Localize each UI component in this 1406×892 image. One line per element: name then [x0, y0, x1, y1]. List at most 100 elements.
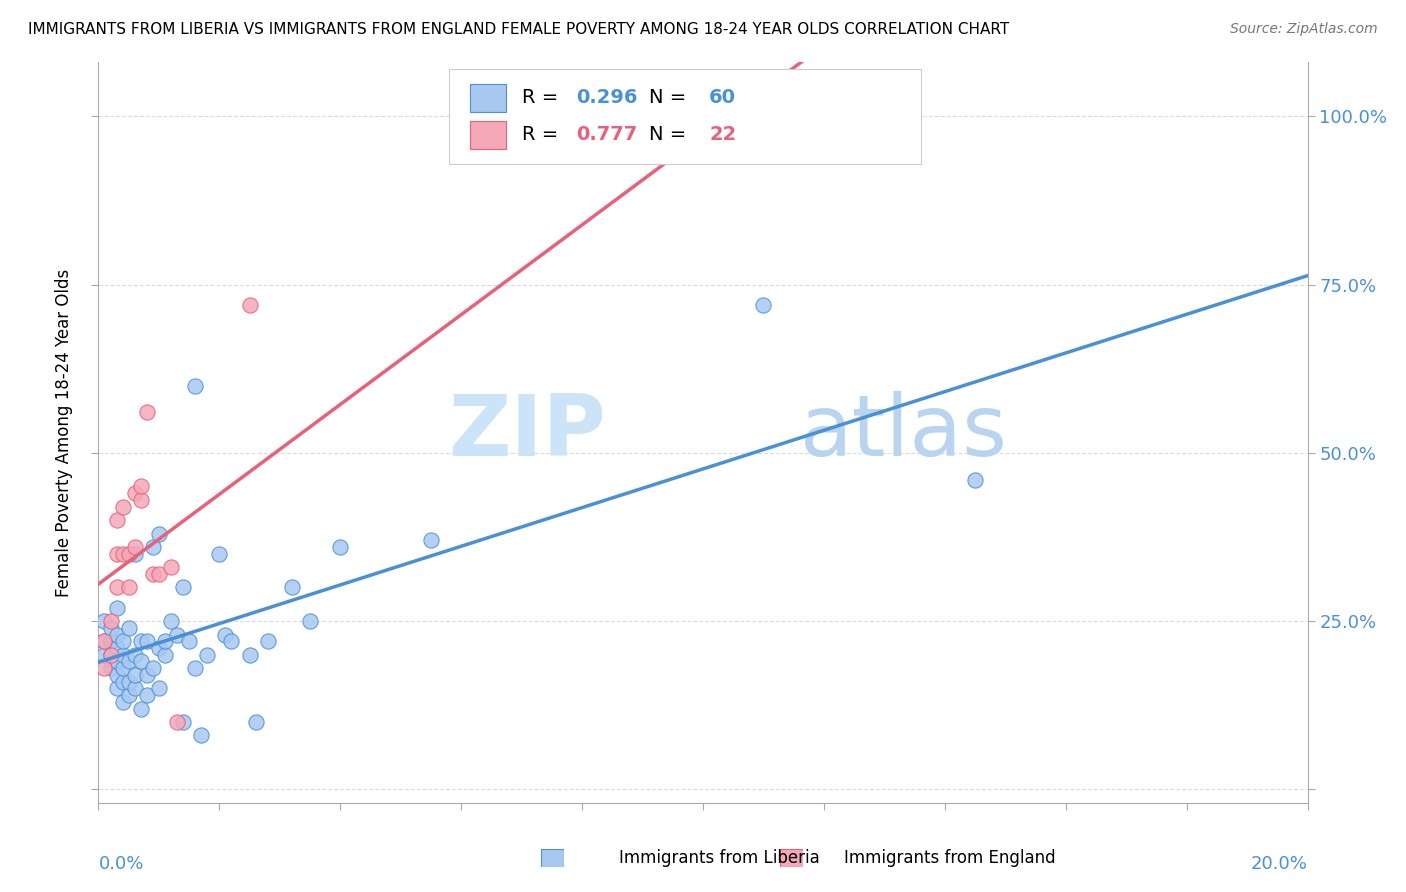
Y-axis label: Female Poverty Among 18-24 Year Olds: Female Poverty Among 18-24 Year Olds	[55, 268, 73, 597]
Point	[111, 695, 134, 709]
Text: Immigrants from Liberia: Immigrants from Liberia	[619, 849, 820, 867]
Point	[752, 109, 775, 123]
Point	[190, 729, 212, 743]
Point	[420, 533, 443, 548]
FancyBboxPatch shape	[470, 84, 506, 112]
Point	[118, 621, 141, 635]
Point	[195, 648, 218, 662]
Point	[214, 627, 236, 641]
FancyBboxPatch shape	[449, 69, 921, 164]
Point	[111, 547, 134, 561]
Text: Immigrants from England: Immigrants from England	[844, 849, 1056, 867]
Point	[239, 648, 262, 662]
Point	[118, 688, 141, 702]
Point	[160, 614, 183, 628]
Point	[111, 634, 134, 648]
Point	[118, 674, 141, 689]
Text: 0.777: 0.777	[576, 126, 637, 145]
Point	[299, 614, 322, 628]
Point	[148, 526, 170, 541]
Point	[965, 473, 987, 487]
Point	[142, 661, 165, 675]
Point	[118, 581, 141, 595]
Point	[93, 614, 115, 628]
Point	[105, 668, 128, 682]
Point	[148, 640, 170, 655]
Point	[752, 298, 775, 312]
Point	[105, 547, 128, 561]
Point	[135, 668, 157, 682]
Point	[221, 634, 243, 648]
Point	[93, 634, 115, 648]
Point	[184, 661, 207, 675]
Point	[129, 655, 152, 669]
Text: 0.0%: 0.0%	[98, 855, 143, 872]
Point	[129, 634, 152, 648]
Point	[142, 540, 165, 554]
Point	[129, 492, 152, 507]
Point	[111, 500, 134, 514]
Point	[129, 701, 152, 715]
Text: Source: ZipAtlas.com: Source: ZipAtlas.com	[1230, 22, 1378, 37]
Point	[239, 298, 262, 312]
Point	[105, 627, 128, 641]
Point	[135, 688, 157, 702]
Point	[111, 674, 134, 689]
Point	[153, 648, 176, 662]
Point	[142, 566, 165, 581]
FancyBboxPatch shape	[470, 121, 506, 149]
Text: 20.0%: 20.0%	[1251, 855, 1308, 872]
Point	[93, 661, 115, 675]
Point	[111, 648, 134, 662]
Point	[129, 479, 152, 493]
Point	[105, 640, 128, 655]
Point	[100, 621, 122, 635]
Point	[111, 661, 134, 675]
Point	[124, 681, 146, 696]
Point	[172, 714, 194, 729]
Point	[118, 655, 141, 669]
Text: N =: N =	[648, 88, 692, 107]
Text: 60: 60	[709, 88, 737, 107]
Text: 22: 22	[709, 126, 737, 145]
Point	[245, 714, 267, 729]
Point	[105, 681, 128, 696]
Point	[105, 513, 128, 527]
Point	[105, 581, 128, 595]
Point	[124, 486, 146, 500]
Point	[208, 547, 231, 561]
Text: 0.296: 0.296	[576, 88, 637, 107]
Point	[148, 566, 170, 581]
Point	[179, 634, 201, 648]
Text: ZIP: ZIP	[449, 391, 606, 475]
Point	[329, 540, 352, 554]
Point	[160, 560, 183, 574]
Point	[148, 681, 170, 696]
Text: R =: R =	[522, 88, 564, 107]
Point	[124, 547, 146, 561]
Point	[256, 634, 278, 648]
Point	[100, 648, 122, 662]
Point	[105, 600, 128, 615]
Point	[153, 634, 176, 648]
Point	[184, 378, 207, 392]
Point	[100, 648, 122, 662]
Point	[100, 634, 122, 648]
Point	[93, 634, 115, 648]
Point	[124, 540, 146, 554]
Point	[118, 547, 141, 561]
Point	[166, 627, 188, 641]
Point	[135, 405, 157, 419]
Point	[105, 655, 128, 669]
Point	[166, 714, 188, 729]
Point	[124, 668, 146, 682]
Point	[93, 648, 115, 662]
Text: IMMIGRANTS FROM LIBERIA VS IMMIGRANTS FROM ENGLAND FEMALE POVERTY AMONG 18-24 YE: IMMIGRANTS FROM LIBERIA VS IMMIGRANTS FR…	[28, 22, 1010, 37]
Text: N =: N =	[648, 126, 692, 145]
Point	[100, 614, 122, 628]
Text: atlas: atlas	[800, 391, 1008, 475]
Point	[135, 634, 157, 648]
Point	[124, 648, 146, 662]
Point	[172, 581, 194, 595]
Point	[100, 661, 122, 675]
